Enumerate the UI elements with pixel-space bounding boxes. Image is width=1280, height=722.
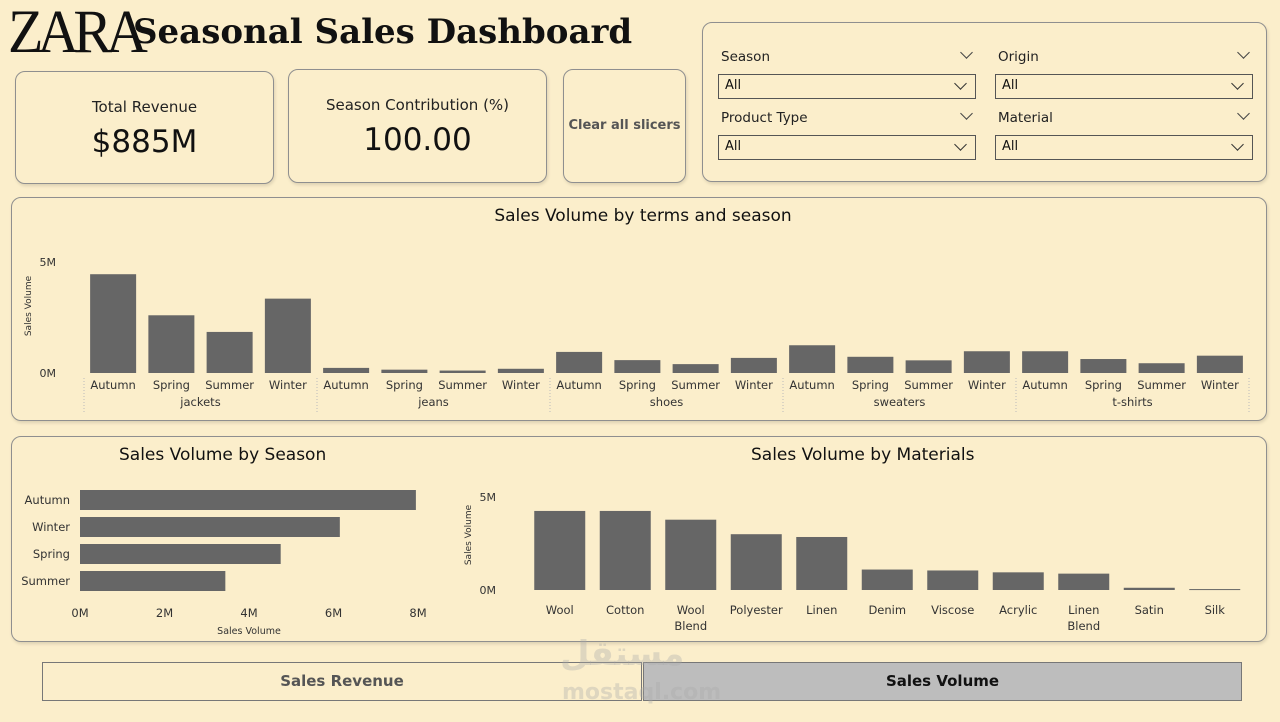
chart-title-terms-season: Sales Volume by terms and season <box>494 206 792 226</box>
slicer-label-material: Material <box>998 110 1053 126</box>
chevron-down-icon[interactable] <box>960 107 973 120</box>
chart-title-materials: Sales Volume by Materials <box>751 445 975 465</box>
dashboard-title: Seasonal Sales Dashboard <box>133 12 633 52</box>
slicer-label-product-type: Product Type <box>721 110 808 126</box>
chart-card-terms-season <box>11 197 1267 421</box>
kpi-label: Total Revenue <box>91 98 198 116</box>
slicer-label-origin: Origin <box>998 49 1039 65</box>
chevron-down-icon <box>954 138 967 151</box>
material-dropdown[interactable]: All <box>995 135 1253 160</box>
chart-title-season: Sales Volume by Season <box>119 445 327 465</box>
zara-logo: ZARA <box>8 0 148 66</box>
kpi-card-total-revenue: Total Revenue $885M <box>15 71 274 184</box>
slicer-panel: Season All Origin All Product Type All M… <box>702 22 1267 182</box>
watermark-latin: mostaql.com <box>562 680 722 705</box>
chevron-down-icon[interactable] <box>1237 107 1250 120</box>
tab-sales-volume[interactable]: Sales Volume <box>643 662 1242 701</box>
slicer-label-season: Season <box>721 49 770 65</box>
season-dropdown-value: All <box>725 78 742 93</box>
origin-dropdown-value: All <box>1002 78 1019 93</box>
chevron-down-icon <box>1231 138 1244 151</box>
origin-dropdown[interactable]: All <box>995 74 1253 99</box>
chart-card-bottom <box>11 436 1267 642</box>
kpi-value: 100.00 <box>363 122 472 158</box>
kpi-card-season-contribution: Season Contribution (%) 100.00 <box>288 69 547 183</box>
chevron-down-icon[interactable] <box>960 46 973 59</box>
kpi-value: $885M <box>91 124 198 160</box>
chevron-down-icon <box>1231 77 1244 90</box>
tab-sales-revenue[interactable]: Sales Revenue <box>42 662 642 701</box>
chevron-down-icon <box>954 77 967 90</box>
clear-all-slicers-button[interactable]: Clear all slicers <box>568 118 681 133</box>
clear-slicers-card[interactable]: Clear all slicers <box>563 69 686 183</box>
season-dropdown[interactable]: All <box>718 74 976 99</box>
chevron-down-icon[interactable] <box>1237 46 1250 59</box>
kpi-label: Season Contribution (%) <box>325 96 510 114</box>
watermark-arabic: مستقل <box>560 634 685 674</box>
product-type-dropdown-value: All <box>725 139 742 154</box>
material-dropdown-value: All <box>1002 139 1019 154</box>
product-type-dropdown[interactable]: All <box>718 135 976 160</box>
